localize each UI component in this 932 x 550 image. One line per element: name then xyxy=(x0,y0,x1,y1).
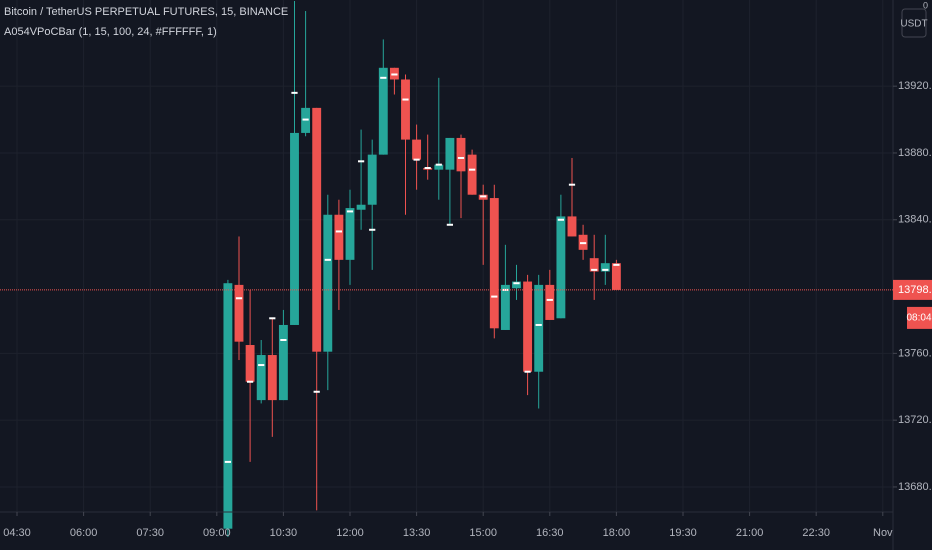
x-tick-label: 04:30 xyxy=(3,527,31,539)
last-price-label: 13798.00 xyxy=(898,284,932,296)
x-tick-label: 19:30 xyxy=(669,527,697,539)
candle-body xyxy=(567,216,577,237)
y-tick-label: 13760.00 xyxy=(898,347,932,359)
candle-body xyxy=(523,281,533,372)
y-tick-label: 13880.00 xyxy=(898,147,932,159)
y-tick-label: 13720.00 xyxy=(898,414,932,426)
x-tick-label: 21:00 xyxy=(736,527,764,539)
candle-body xyxy=(600,263,610,272)
y-tick-label: 13840.00 xyxy=(898,214,932,226)
currency-label[interactable]: USDT xyxy=(900,19,927,30)
candle-body xyxy=(234,284,244,342)
candle-body xyxy=(223,283,233,529)
candle-body xyxy=(267,355,277,401)
x-tick-label: 22:30 xyxy=(802,527,830,539)
candle-body xyxy=(312,107,322,352)
candle-body xyxy=(278,324,288,401)
x-tick-label: 15:00 xyxy=(469,527,497,539)
candle-body xyxy=(534,284,544,372)
currency-button[interactable] xyxy=(901,8,927,38)
candle-body xyxy=(256,355,266,401)
candle-body xyxy=(367,154,377,205)
x-tick-label: 18:00 xyxy=(603,527,631,539)
x-tick-label: 13:30 xyxy=(403,527,431,539)
countdown-label: 08:04 xyxy=(906,313,931,324)
symbol-title: Bitcoin / TetherUS PERPETUAL FUTURES, 15… xyxy=(4,6,288,18)
x-tick-label: 16:30 xyxy=(536,527,564,539)
last-price-badge xyxy=(893,279,932,300)
candle-body xyxy=(445,137,455,170)
candle-body xyxy=(334,214,344,260)
candle-body xyxy=(434,164,444,170)
candle-body xyxy=(500,284,510,330)
candle-body xyxy=(489,198,499,329)
candle-body xyxy=(356,204,366,210)
candle-body xyxy=(611,263,621,290)
x-tick-label: Nov xyxy=(873,527,893,539)
candle-body xyxy=(456,137,466,172)
candle-body xyxy=(245,345,255,382)
candle-body xyxy=(345,208,355,260)
x-tick-label: 10:30 xyxy=(270,527,298,539)
x-tick-label: 09:00 xyxy=(203,527,231,539)
candle-body xyxy=(467,154,477,195)
candle-body xyxy=(378,67,388,155)
candle-body xyxy=(401,79,410,140)
countdown-badge xyxy=(907,306,932,329)
candle-body xyxy=(556,216,566,319)
candle-body xyxy=(412,139,422,160)
y-tick-label: 13680.00 xyxy=(898,481,932,493)
candle-body xyxy=(545,284,555,320)
indicator-title: A054VPoCBar (1, 15, 100, 24, #FFFFFF, 1) xyxy=(4,26,217,38)
x-tick-label: 07:30 xyxy=(136,527,164,539)
x-tick-label: 06:00 xyxy=(70,527,98,539)
x-tick-label: 12:00 xyxy=(336,527,364,539)
candle-body xyxy=(323,214,333,352)
y-tick-label: 13920.00 xyxy=(898,80,932,92)
candle-body xyxy=(290,132,299,325)
candle-body xyxy=(589,258,599,272)
scale-marker: 0 xyxy=(923,0,928,10)
candle-body xyxy=(512,281,521,289)
candles xyxy=(223,1,621,538)
